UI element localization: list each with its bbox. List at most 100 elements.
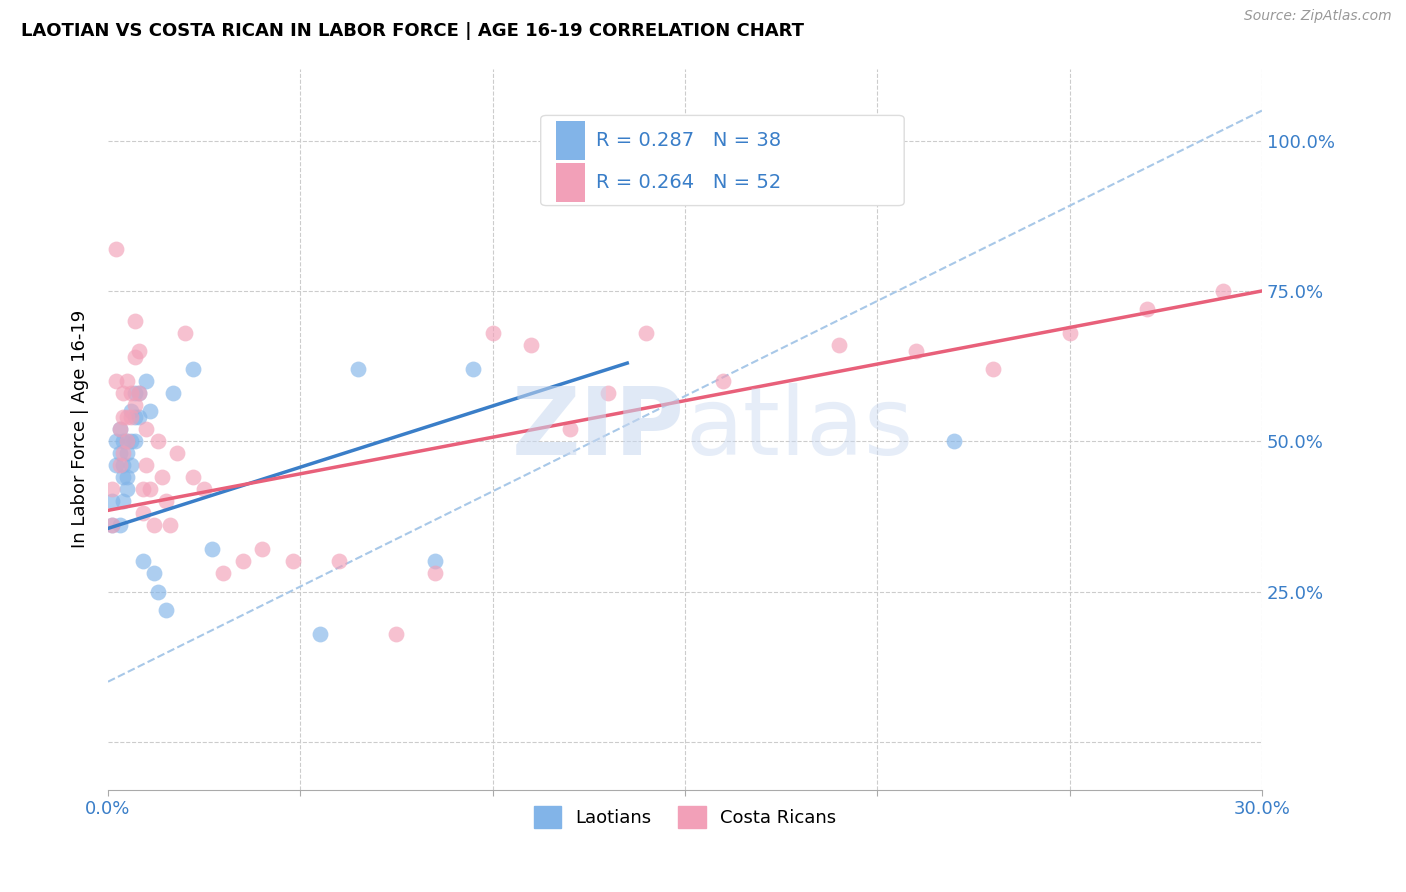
Point [115,434,138,449]
Point [135,422,157,436]
Point [943,434,966,449]
Point [232,554,254,568]
Point [112,446,135,460]
Point [308,626,330,640]
Point [347,362,370,376]
Point [162,386,184,401]
Point [104,242,127,256]
Point [1212,284,1234,298]
Point [112,410,135,425]
Point [181,470,204,484]
Point [104,434,127,449]
Point [166,446,188,460]
Point [155,494,177,508]
Point [120,410,142,425]
Point [616,134,638,148]
Point [124,350,146,364]
Point [115,483,138,497]
Point [143,518,166,533]
Point [143,566,166,581]
Point [128,386,150,401]
Text: ZIP: ZIP [512,384,685,475]
Point [115,374,138,388]
Point [558,422,581,436]
Point [120,458,142,473]
Text: Source: ZipAtlas.com: Source: ZipAtlas.com [1244,9,1392,23]
Point [328,554,350,568]
Text: atlas: atlas [685,384,912,475]
Point [385,626,408,640]
Point [174,326,197,340]
Point [131,483,153,497]
Point [139,404,162,418]
Point [112,386,135,401]
Point [115,446,138,460]
Text: R = 0.264   N = 52: R = 0.264 N = 52 [596,173,782,192]
Point [115,434,138,449]
Point [1135,301,1157,316]
Point [112,470,135,484]
Point [112,458,135,473]
Point [104,458,127,473]
Point [139,483,162,497]
FancyBboxPatch shape [555,120,585,161]
Point [212,566,235,581]
Point [135,374,157,388]
Point [124,386,146,401]
Legend: Laotians, Costa Ricans: Laotians, Costa Ricans [526,798,844,835]
Point [101,483,124,497]
Point [520,338,543,352]
Point [904,344,927,359]
FancyBboxPatch shape [555,162,585,202]
Point [281,554,304,568]
Point [463,362,485,376]
Point [124,398,146,412]
Point [981,362,1004,376]
Point [128,386,150,401]
Point [155,602,177,616]
Point [120,386,142,401]
Point [128,344,150,359]
Point [1059,326,1081,340]
Point [101,494,124,508]
Point [124,410,146,425]
Point [124,434,146,449]
Point [481,326,503,340]
Point [124,314,146,328]
Point [108,458,131,473]
Point [713,374,735,388]
Point [112,434,135,449]
Point [596,386,619,401]
Point [159,518,181,533]
Point [131,507,153,521]
Point [181,362,204,376]
Point [104,374,127,388]
Point [131,554,153,568]
Point [108,446,131,460]
FancyBboxPatch shape [541,115,904,205]
Point [108,518,131,533]
Point [115,410,138,425]
Point [146,434,169,449]
Point [636,326,658,340]
Point [120,434,142,449]
Text: LAOTIAN VS COSTA RICAN IN LABOR FORCE | AGE 16-19 CORRELATION CHART: LAOTIAN VS COSTA RICAN IN LABOR FORCE | … [21,22,804,40]
Point [128,410,150,425]
Point [193,483,215,497]
Point [101,518,124,533]
Point [120,404,142,418]
Point [146,584,169,599]
Point [112,494,135,508]
Y-axis label: In Labor Force | Age 16-19: In Labor Force | Age 16-19 [72,310,89,549]
Point [101,518,124,533]
Point [108,422,131,436]
Point [135,458,157,473]
Point [828,338,851,352]
Point [108,422,131,436]
Point [250,542,273,557]
Point [201,542,224,557]
Point [115,470,138,484]
Point [423,554,446,568]
Point [150,470,173,484]
Point [423,566,446,581]
